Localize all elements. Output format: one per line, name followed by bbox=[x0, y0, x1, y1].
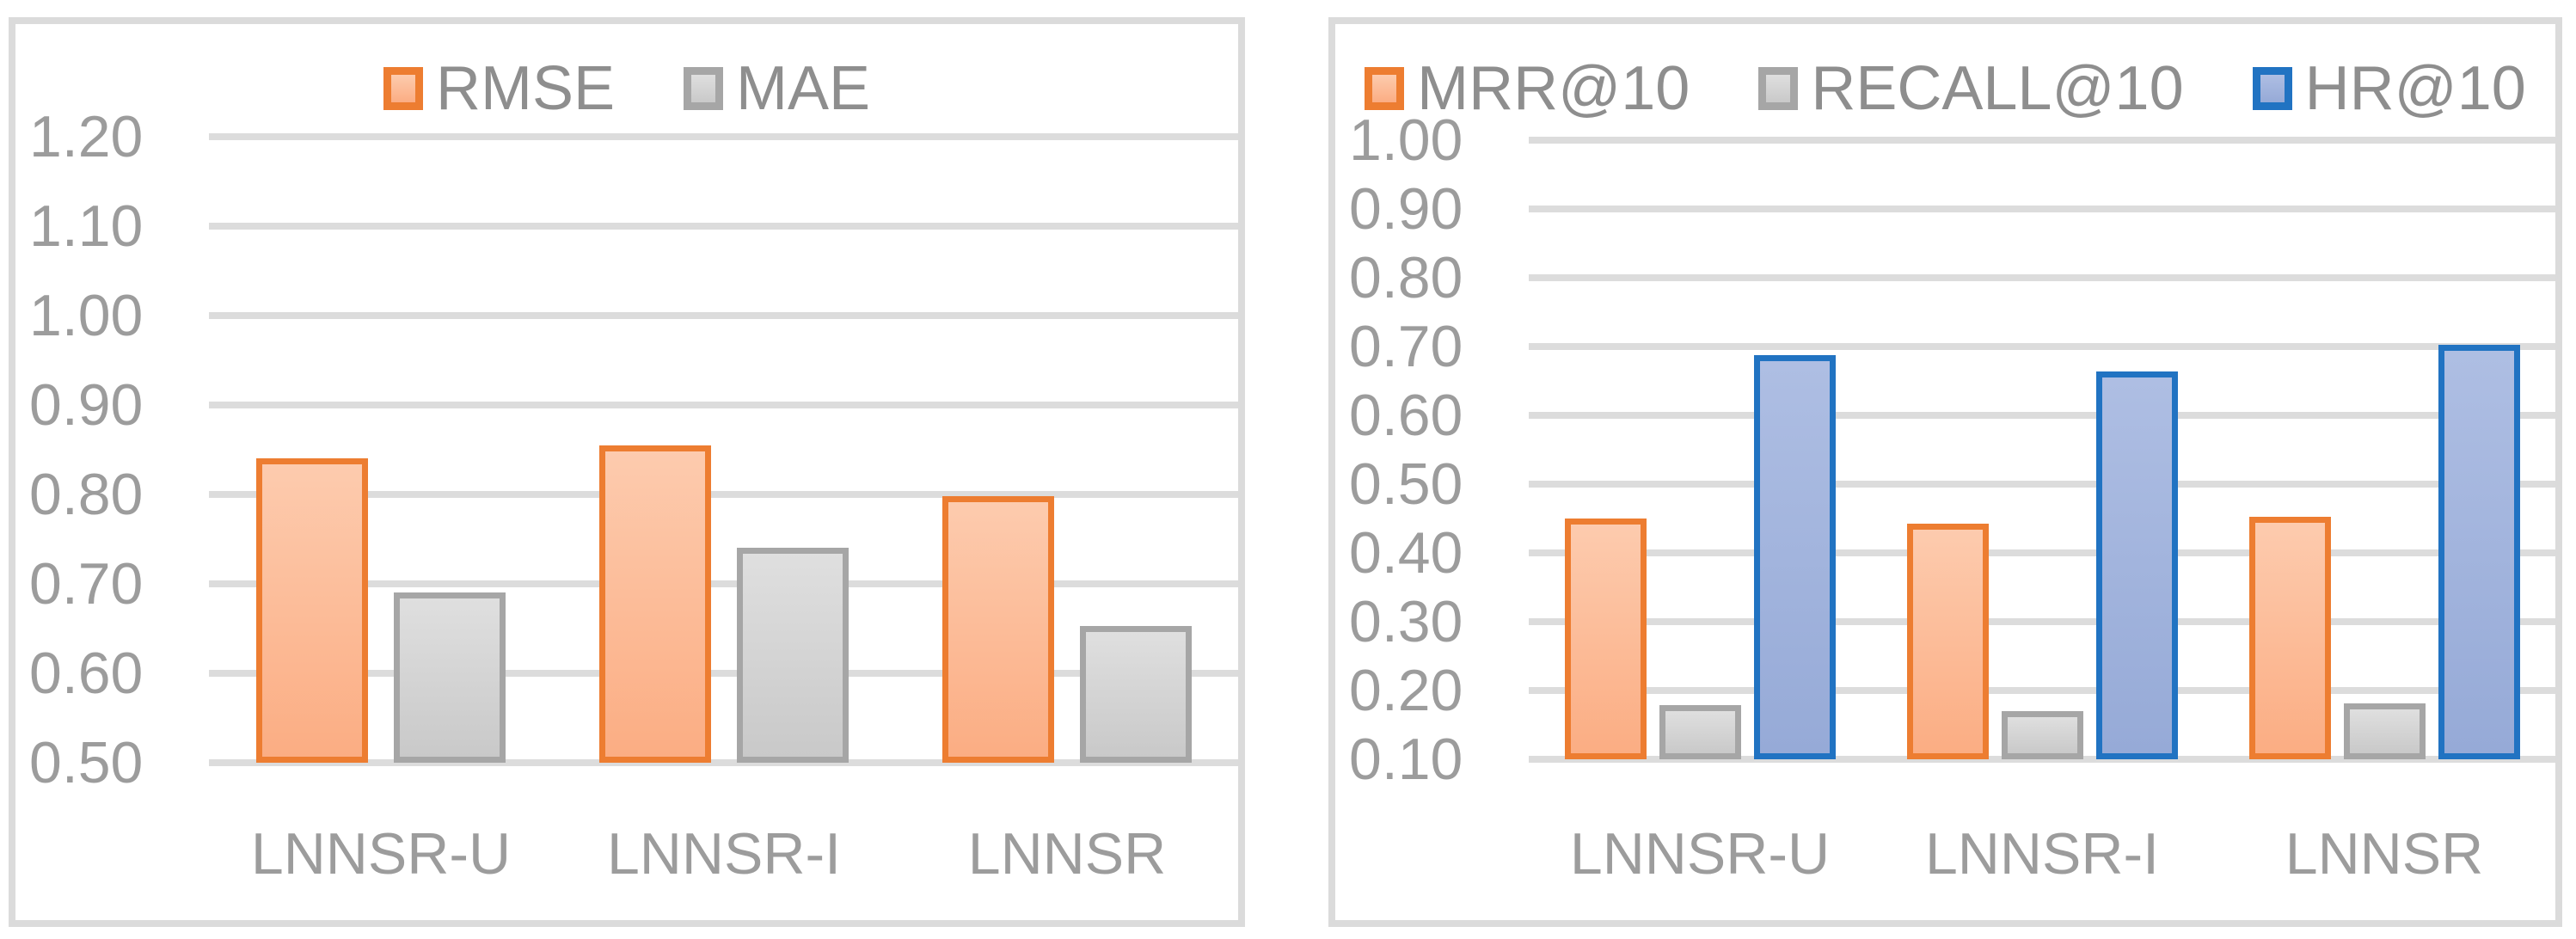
bar-hr-10-lnnsr-u bbox=[1754, 355, 1836, 759]
y-axis-tick-label: 0.30 bbox=[1349, 589, 1463, 654]
gridline bbox=[1529, 412, 2555, 419]
legend-item-hr-10: HR@10 bbox=[2252, 54, 2526, 123]
legend-item-mae: MAE bbox=[684, 58, 870, 120]
x-axis-label-lnnsr-i: LNNSR-I bbox=[1924, 821, 2160, 887]
bar-recall-10-lnnsr bbox=[2344, 703, 2426, 759]
gridline bbox=[1529, 618, 2555, 625]
legend-label-hr-10: HR@10 bbox=[2304, 54, 2526, 123]
legend-swatch-mae-icon bbox=[684, 67, 723, 110]
plot-area: 1.20 1.10 1.00 0.90 0.80 0.70 0.60 0.50 LNNSR-U L… bbox=[15, 24, 1238, 920]
bar-hr-10-lnnsr-i bbox=[2096, 371, 2178, 759]
bar-mrr-10-lnnsr-u bbox=[1565, 519, 1647, 759]
y-axis-tick-label: 0.20 bbox=[1349, 658, 1463, 723]
y-axis-tick-label: 0.60 bbox=[29, 641, 144, 706]
legend: MRR@10 RECALL@10 HR@10 bbox=[1335, 54, 2555, 123]
y-axis-tick-label: 1.10 bbox=[29, 193, 144, 259]
y-axis-tick-label: 0.10 bbox=[1349, 727, 1463, 792]
y-axis-tick-label: 0.70 bbox=[1349, 314, 1463, 379]
bar-rmse-lnnsr-u bbox=[256, 458, 368, 763]
bar-mae-lnnsr bbox=[1080, 626, 1192, 763]
y-axis-tick-label: 1.00 bbox=[1349, 107, 1463, 173]
bar-mrr-10-lnnsr-i bbox=[1907, 524, 1989, 759]
legend-label-recall-10: RECALL@10 bbox=[1811, 54, 2184, 123]
gridline bbox=[209, 580, 1238, 587]
x-axis-label-lnnsr: LNNSR bbox=[967, 821, 1167, 887]
bar-rmse-lnnsr bbox=[942, 496, 1054, 763]
bar-mae-lnnsr-u bbox=[394, 592, 506, 763]
legend-swatch-hr-10-icon bbox=[2252, 67, 2292, 110]
y-axis-tick-label: 1.00 bbox=[29, 283, 144, 348]
y-axis-tick-label: 0.60 bbox=[1349, 383, 1463, 448]
y-axis-tick-label: 0.80 bbox=[1349, 245, 1463, 310]
x-axis-label-lnnsr: LNNSR bbox=[2285, 821, 2484, 887]
gridline bbox=[1529, 206, 2555, 212]
x-axis-label-lnnsr-u: LNNSR-U bbox=[250, 821, 512, 887]
gridline bbox=[209, 491, 1238, 498]
right-chart: MRR@10 RECALL@10 HR@10 1.00 0.90 0.80 0.70 0.6… bbox=[1328, 17, 2562, 927]
gridline bbox=[209, 133, 1238, 140]
gridline bbox=[209, 312, 1238, 319]
gridline bbox=[1529, 137, 2555, 144]
bar-rmse-lnnsr-i bbox=[599, 445, 711, 763]
legend: RMSE MAE bbox=[15, 58, 1238, 120]
gridline bbox=[1529, 687, 2555, 694]
legend-swatch-rmse-icon bbox=[383, 67, 423, 110]
y-axis-tick-label: 0.90 bbox=[1349, 176, 1463, 242]
legend-swatch-mrr-10-icon bbox=[1365, 67, 1405, 110]
bar-recall-10-lnnsr-i bbox=[2002, 711, 2083, 759]
y-axis-tick-label: 0.90 bbox=[29, 372, 144, 438]
left-chart: RMSE MAE 1.20 1.10 1.00 0.90 0.80 0.70 0.60 0.50… bbox=[9, 17, 1245, 927]
bar-mrr-10-lnnsr bbox=[2249, 517, 2331, 759]
legend-item-rmse: RMSE bbox=[383, 58, 615, 120]
y-axis-tick-label: 0.50 bbox=[29, 730, 144, 795]
legend-item-recall-10: RECALL@10 bbox=[1758, 54, 2184, 123]
y-axis-tick-label: 0.50 bbox=[1349, 451, 1463, 517]
y-axis-tick-label: 0.80 bbox=[29, 462, 144, 527]
legend-label-mae: MAE bbox=[736, 54, 871, 123]
x-axis-label-lnnsr-u: LNNSR-U bbox=[1569, 821, 1831, 887]
y-axis-tick-label: 0.70 bbox=[29, 551, 144, 617]
legend-label-mrr-10: MRR@10 bbox=[1417, 54, 1690, 123]
legend-item-mrr-10: MRR@10 bbox=[1365, 58, 1690, 120]
gridline bbox=[209, 759, 1238, 766]
gridline bbox=[209, 670, 1238, 677]
gridline bbox=[1529, 343, 2555, 350]
plot-area: 1.00 0.90 0.80 0.70 0.60 0.50 0.40 0.30 0.20 0.10… bbox=[1335, 24, 2555, 920]
gridline bbox=[1529, 756, 2555, 763]
legend-swatch-recall-10-icon bbox=[1758, 67, 1799, 110]
x-axis-label-lnnsr-i: LNNSR-I bbox=[606, 821, 842, 887]
bar-mae-lnnsr-i bbox=[737, 548, 849, 763]
bar-recall-10-lnnsr-u bbox=[1659, 705, 1741, 759]
legend-label-rmse: RMSE bbox=[435, 54, 615, 123]
gridline bbox=[1529, 549, 2555, 556]
y-axis-tick-label: 0.40 bbox=[1349, 520, 1463, 586]
gridline bbox=[209, 223, 1238, 230]
gridline bbox=[209, 402, 1238, 408]
gridline bbox=[1529, 274, 2555, 281]
gridline bbox=[1529, 481, 2555, 488]
bar-hr-10-lnnsr bbox=[2438, 345, 2520, 759]
y-axis-tick-label: 1.20 bbox=[29, 104, 144, 169]
